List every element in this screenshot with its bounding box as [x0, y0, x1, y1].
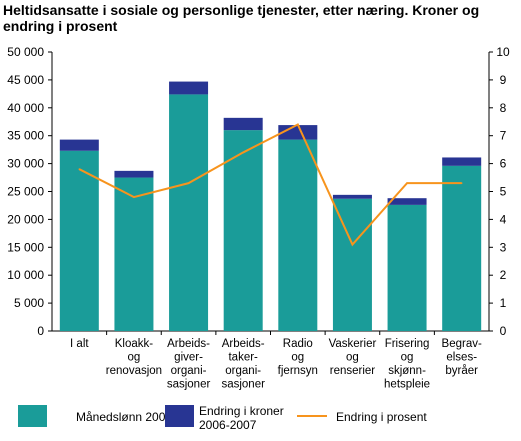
x-category-label-line: sasjoner [167, 379, 211, 391]
bar-manedslonn [387, 204, 427, 331]
y2-tick-label: 8 [500, 101, 507, 115]
percent-point [133, 196, 135, 198]
legend-label: Månedslønn 2006 [76, 410, 172, 424]
y-tick-label: 45 000 [7, 73, 44, 87]
percent-point [460, 182, 463, 184]
percent-point [242, 151, 244, 154]
y-tick-label: 20 000 [7, 212, 44, 226]
x-category-label-line: taker- [228, 352, 258, 364]
x-category-label-line: fjernsyn [278, 365, 318, 377]
y2-tick-label: 3 [500, 240, 507, 254]
x-category-label: Kloakk-og renovasjon [106, 338, 162, 377]
x-category-label-line: giver- [174, 352, 203, 364]
x-category-label-line: Arbeids- [167, 338, 210, 350]
x-category-label-line: og [128, 352, 141, 364]
percent-point [406, 182, 408, 184]
bar-endring-kroner [169, 81, 209, 95]
x-category-label: Frisering og skjønn-hetspleie [384, 338, 430, 391]
x-category-label-line: og [401, 352, 414, 364]
x-category-label-line: Arbeids- [222, 338, 265, 350]
legend-swatch [18, 405, 47, 427]
x-category-label-line: Begrav- [442, 338, 482, 350]
legend-label: Endring i prosent [336, 410, 427, 424]
y2-tick-label: 1 [500, 296, 507, 310]
x-category-label-line: organi- [225, 365, 261, 377]
y2-tick-label: 6 [500, 157, 507, 171]
legend-swatch [165, 405, 194, 427]
y2-tick-label: 0 [500, 324, 507, 338]
legend: Månedslønn 2006 Endring i kroner 2006-2007… [18, 404, 427, 432]
x-category-label-line: Vaskerier [329, 338, 377, 350]
y-tick-label: 5 000 [14, 296, 44, 310]
bar-manedslonn [114, 177, 154, 331]
percent-point [78, 168, 81, 170]
bar-manedslonn [332, 198, 372, 331]
bar-endring-kroner [442, 157, 482, 166]
bar-endring-kroner [387, 198, 427, 205]
y2-tick-label: 2 [500, 268, 507, 282]
percent-series-line [78, 123, 462, 247]
percent-line [78, 123, 463, 247]
x-category-label-line: elses- [446, 352, 477, 364]
y2-tick-label: 5 [500, 185, 507, 199]
x-category-label-line: byråer [445, 365, 478, 377]
y2-tick-label: 10 [496, 45, 510, 59]
x-category-label-line: renserier [330, 365, 376, 377]
y2-tick-label: 7 [500, 129, 507, 143]
bar-endring-kroner [59, 139, 99, 151]
x-category-label-line: Kloakk- [115, 338, 154, 350]
legend-label-line: Endring i prosent [336, 410, 427, 424]
y-tick-label: 40 000 [7, 101, 44, 115]
chart-title: Heltidsansatte i sosiale og personlige t… [3, 2, 480, 34]
x-category-label: Radio og fjernsyn [278, 338, 318, 377]
x-category-label-line: organi- [171, 365, 207, 377]
x-category-label-line: og [291, 352, 304, 364]
bars [59, 81, 482, 332]
x-category-label: Arbeids-giver-organi-sasjoner [167, 338, 211, 391]
y-tick-label: 50 000 [7, 45, 44, 59]
y-tick-label: 15 000 [7, 240, 44, 254]
x-category-label-line: Frisering [385, 338, 430, 350]
x-category-label: I alt [70, 338, 89, 350]
percent-point [351, 243, 354, 246]
x-category-label: Arbeids-taker-organi-sasjoner [221, 338, 265, 391]
x-category-label-line: Radio [283, 338, 313, 350]
y-tick-label: 30 000 [7, 157, 44, 171]
bar-manedslonn [442, 165, 482, 331]
x-category-label: Vaskerier og renserier [329, 338, 377, 377]
x-category-label-line: I alt [70, 338, 89, 350]
x-category-label-line: renovasjon [106, 365, 162, 377]
y2-tick-label: 9 [500, 73, 507, 87]
legend-label-line: Endring i kroner [199, 404, 284, 418]
bar-endring-kroner [114, 170, 154, 178]
percent-point [297, 123, 299, 126]
percent-point [187, 182, 190, 184]
x-category-label-line: sasjoner [221, 379, 265, 391]
legend-label-line: 2006-2007 [199, 418, 257, 432]
x-category-label: Begrav-elses-byråer [442, 338, 482, 377]
bar-endring-kroner [332, 194, 372, 199]
legend-label: Endring i kroner 2006-2007 [199, 404, 284, 432]
y-tick-label: 25 000 [7, 185, 44, 199]
y-tick-label: 35 000 [7, 129, 44, 143]
legend-label-line: Månedslønn 2006 [76, 410, 172, 424]
x-category-label-line: og [346, 352, 359, 364]
x-category-label-line: hetspleie [384, 379, 430, 391]
bar-endring-kroner [223, 117, 263, 131]
x-category-label-line: skjønn- [388, 365, 426, 377]
bar-manedslonn [278, 139, 318, 331]
bar-manedslonn [223, 130, 263, 331]
y-tick-label: 0 [37, 324, 44, 338]
y-tick-label: 10 000 [7, 268, 44, 282]
y2-tick-label: 4 [500, 212, 507, 226]
bar-manedslonn [169, 94, 209, 332]
bar-manedslonn [59, 150, 99, 331]
